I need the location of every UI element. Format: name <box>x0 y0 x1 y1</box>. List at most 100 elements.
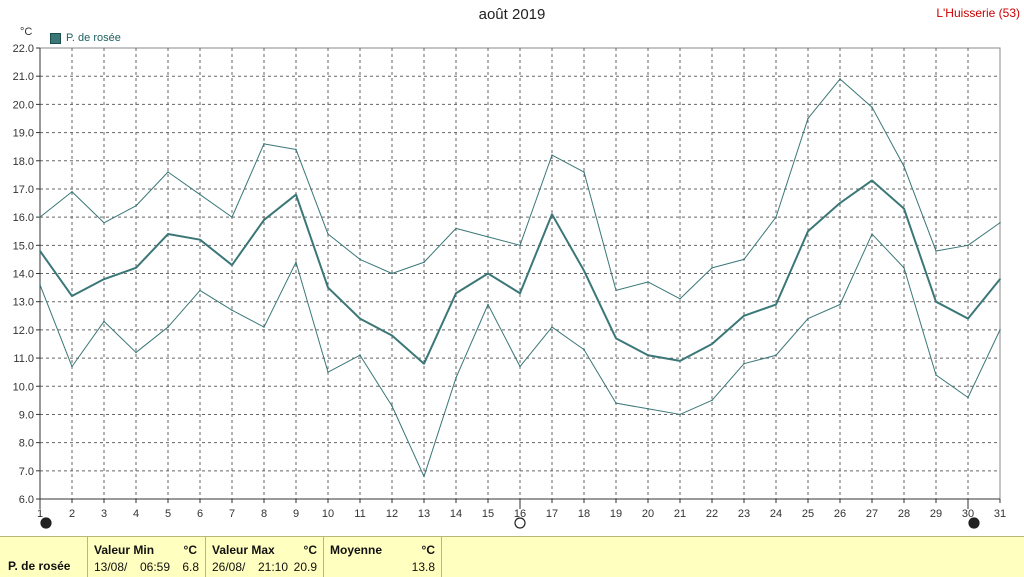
data-point-min <box>103 320 105 323</box>
data-point-max <box>135 205 137 207</box>
data-point-mean <box>871 179 873 182</box>
data-point-min <box>71 365 73 368</box>
y-tick-label: 11.0 <box>13 353 34 365</box>
data-point-mean <box>935 300 937 303</box>
min-date: 13/08/ <box>94 560 128 574</box>
data-point-max <box>775 216 777 218</box>
max-unit: °C <box>303 543 317 557</box>
data-point-mean <box>679 360 681 362</box>
data-point-max <box>807 117 809 120</box>
x-tick-label: 16 <box>514 508 526 520</box>
y-tick-label: 6.0 <box>19 494 34 506</box>
min-unit: °C <box>183 543 197 557</box>
x-tick-label: 28 <box>898 508 910 520</box>
y-tick-label: 18.0 <box>13 156 34 168</box>
y-tick-label: 9.0 <box>19 409 34 421</box>
data-point-mean <box>551 213 553 216</box>
footer-max-cell: Valeur Max °C 26/08/ 21:10 20.9 <box>206 537 324 577</box>
data-point-max <box>583 171 585 173</box>
y-tick-label: 15.0 <box>13 240 34 252</box>
data-point-mean <box>487 272 489 275</box>
max-date: 26/08/ <box>212 560 246 574</box>
data-point-max <box>423 261 425 264</box>
data-point-max <box>711 267 713 269</box>
data-point-min <box>775 354 777 357</box>
data-point-min <box>807 317 809 320</box>
data-point-min <box>935 374 937 376</box>
max-header: Valeur Max <box>212 543 275 557</box>
x-tick-label: 2 <box>69 508 75 520</box>
avg-unit: °C <box>421 543 435 557</box>
data-point-min <box>519 365 521 368</box>
x-tick-label: 5 <box>165 508 171 520</box>
x-tick-label: 1 <box>37 508 43 520</box>
footer-min-cell: Valeur Min °C 13/08/ 06:59 6.8 <box>88 537 206 577</box>
y-tick-label: 10.0 <box>13 381 34 393</box>
data-point-mean <box>167 233 169 235</box>
data-point-min <box>711 399 713 402</box>
y-tick-label: 7.0 <box>19 466 34 478</box>
avg-value: 13.8 <box>411 560 435 574</box>
x-tick-label: 30 <box>962 508 974 520</box>
data-point-max <box>519 244 521 247</box>
data-point-min <box>359 354 361 357</box>
data-point-min <box>679 413 681 416</box>
legend-swatch <box>50 32 61 44</box>
y-tick-label: 21.0 <box>13 71 34 83</box>
chart: 6.0 7.0 8.0 9.0 10.0 11.0 12.0 13.0 14.0 15.0 16.0… <box>13 43 1006 529</box>
x-tick-label: 31 <box>994 508 1006 520</box>
data-point-max <box>39 216 41 218</box>
avg-header: Moyenne <box>330 543 383 557</box>
data-point-max <box>839 78 841 80</box>
data-point-min <box>871 233 873 235</box>
data-point-max <box>295 148 297 151</box>
station-name: L'Huisserie (53) <box>936 6 1020 20</box>
footer-avg-cell: Moyenne °C 13.8 <box>324 537 442 577</box>
data-point-mean <box>839 202 841 204</box>
data-point-mean <box>775 303 777 306</box>
x-tick-label: 25 <box>802 508 814 520</box>
data-point-max <box>167 171 169 173</box>
data-point-min <box>583 348 585 351</box>
x-tick-label: 9 <box>293 508 299 520</box>
data-point-max <box>487 236 489 238</box>
x-tick-label: 27 <box>866 508 878 520</box>
x-tick-label: 22 <box>706 508 718 520</box>
min-header: Valeur Min <box>94 543 155 557</box>
x-tick-label: 23 <box>738 508 750 520</box>
data-point-mean <box>647 354 649 357</box>
x-tick-label: 11 <box>354 508 365 520</box>
y-tick-label: 8.0 <box>19 438 34 450</box>
data-point-min <box>423 475 425 478</box>
data-point-max <box>871 106 873 108</box>
data-point-mean <box>519 292 521 295</box>
data-point-mean <box>615 337 617 340</box>
y-tick-label: 13.0 <box>13 297 34 309</box>
data-point-mean <box>71 295 73 297</box>
x-tick-label: 21 <box>674 508 686 520</box>
y-tick-label: 20.0 <box>13 99 34 111</box>
y-tick-label: 16.0 <box>13 212 34 224</box>
legend-label: P. de rosée <box>66 32 121 44</box>
y-tick-label: 22.0 <box>13 43 34 55</box>
data-point-mean <box>711 343 713 345</box>
data-point-min <box>839 303 841 306</box>
data-point-min <box>135 351 137 354</box>
legend: P. de rosée <box>50 32 121 44</box>
data-point-mean <box>583 269 585 272</box>
x-tick-label: 17 <box>546 508 558 520</box>
x-tick-label: 4 <box>133 508 139 520</box>
data-point-max <box>263 143 265 145</box>
y-axis-unit: °C <box>20 26 33 38</box>
x-tick-label: 20 <box>642 508 654 520</box>
chart-title: août 2019 <box>478 6 546 23</box>
footer-label-cell: P. de rosée <box>0 537 88 577</box>
min-time: 06:59 <box>140 560 171 574</box>
full-moon-icon <box>514 517 526 529</box>
data-point-mean <box>455 292 457 295</box>
x-tick-label: 13 <box>418 508 430 520</box>
data-point-min <box>263 326 265 328</box>
data-point-mean <box>999 278 1001 280</box>
data-point-mean <box>103 278 105 280</box>
data-point-mean <box>39 250 41 252</box>
